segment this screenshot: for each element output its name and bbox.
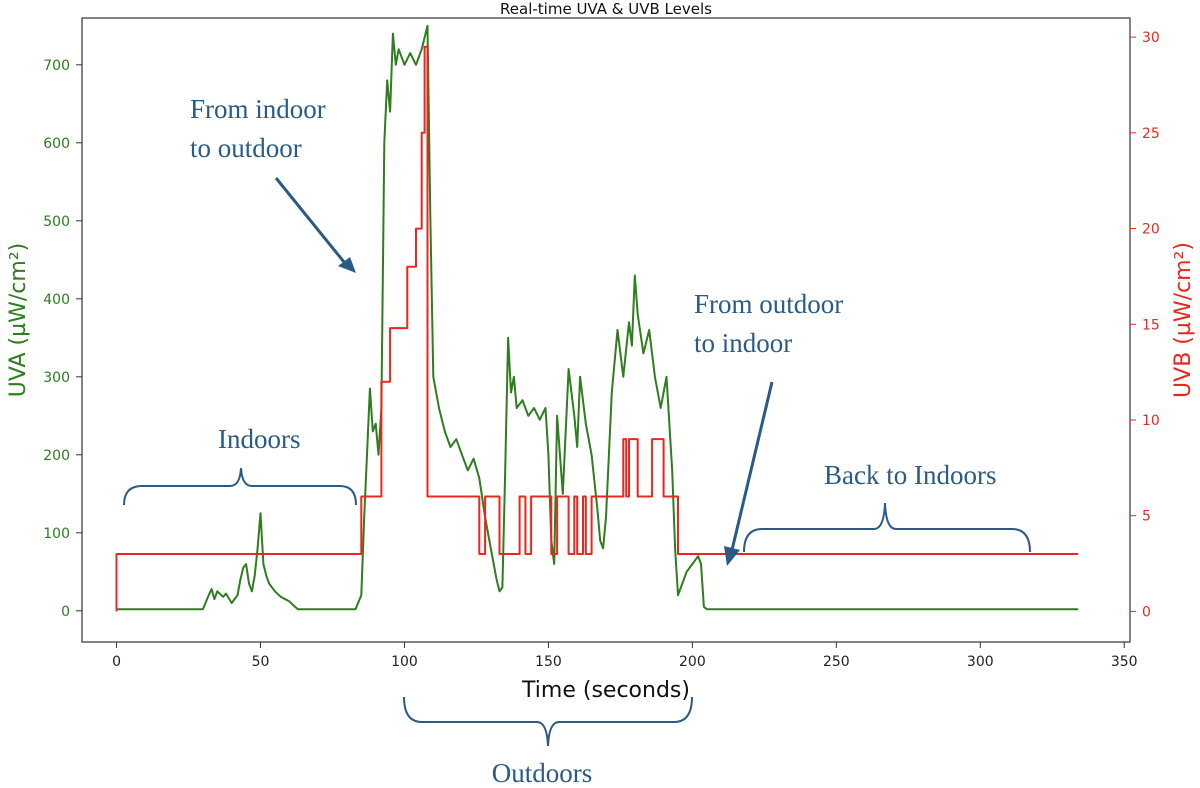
y-tick-label-left: 200 xyxy=(43,448,70,464)
x-tick-label: 150 xyxy=(535,654,562,670)
y-tick-label-left: 400 xyxy=(43,292,70,308)
chart-title: Real-time UVA & UVB Levels xyxy=(500,0,712,18)
series-layer xyxy=(115,24,1079,612)
x-tick-label: 350 xyxy=(1111,654,1138,670)
uvb-series-line xyxy=(115,45,1079,612)
y-tick-label-right: 0 xyxy=(1142,604,1151,620)
y-tick-label-left: 100 xyxy=(43,526,70,542)
x-ticks: 0 50 100 150 200 250 300 350 xyxy=(112,642,1138,670)
annotation-from-indoor-to-outdoor: From indoor to outdoor xyxy=(190,94,356,273)
y-tick-label-right: 15 xyxy=(1142,317,1160,333)
annotation-back-to-indoors: Back to Indoors xyxy=(743,460,1031,553)
arrowhead-icon xyxy=(338,257,356,273)
annotation-from-outdoor-to-indoor: From outdoor to indoor xyxy=(694,289,843,566)
x-tick-label: 250 xyxy=(823,654,850,670)
y-ticks-right: 0 5 10 15 20 25 30 xyxy=(1130,30,1160,620)
annotation-text: to outdoor xyxy=(190,133,302,163)
arrowhead-icon xyxy=(724,546,740,566)
y-tick-label-left: 700 xyxy=(43,58,70,74)
y-ticks-left: 0 100 200 300 400 500 600 700 xyxy=(43,58,82,620)
annotation-text: to indoor xyxy=(694,328,792,358)
y-tick-label-right: 20 xyxy=(1142,222,1160,238)
y-tick-label-left: 500 xyxy=(43,214,70,230)
annotation-text: From indoor xyxy=(190,94,326,124)
annotation-arrow xyxy=(730,381,774,551)
x-tick-label: 50 xyxy=(252,654,270,670)
annotation-text: From outdoor xyxy=(694,289,843,319)
annotation-indoors: Indoors xyxy=(123,424,357,506)
brace-icon xyxy=(743,502,1031,553)
brace-icon xyxy=(403,696,693,747)
y-tick-label-left: 0 xyxy=(61,604,70,620)
x-tick-label: 200 xyxy=(679,654,706,670)
y-axis-label-right: UVB (µW/cm²) xyxy=(1171,242,1196,398)
x-tick-label: 0 xyxy=(112,654,121,670)
y-tick-label-right: 25 xyxy=(1142,126,1160,142)
y-tick-label-left: 600 xyxy=(43,136,70,152)
annotation-arrow xyxy=(274,177,346,263)
plot-frame xyxy=(81,17,1131,643)
annotation-outdoors: Outdoors xyxy=(403,696,693,788)
annotation-text: Indoors xyxy=(218,424,301,454)
uva-series-line xyxy=(116,24,1079,611)
y-tick-label-right: 5 xyxy=(1142,509,1151,525)
annotation-text: Outdoors xyxy=(492,758,593,788)
x-axis-label: Time (seconds) xyxy=(521,678,690,703)
x-tick-label: 100 xyxy=(391,654,418,670)
y-tick-label-right: 10 xyxy=(1142,413,1160,429)
annotation-text: Back to Indoors xyxy=(824,460,996,490)
x-tick-label: 300 xyxy=(967,654,994,670)
brace-icon xyxy=(123,467,357,506)
y-tick-label-left: 300 xyxy=(43,370,70,386)
y-tick-label-right: 30 xyxy=(1142,30,1160,46)
y-axis-label-left: UVA (µW/cm²) xyxy=(6,243,31,397)
